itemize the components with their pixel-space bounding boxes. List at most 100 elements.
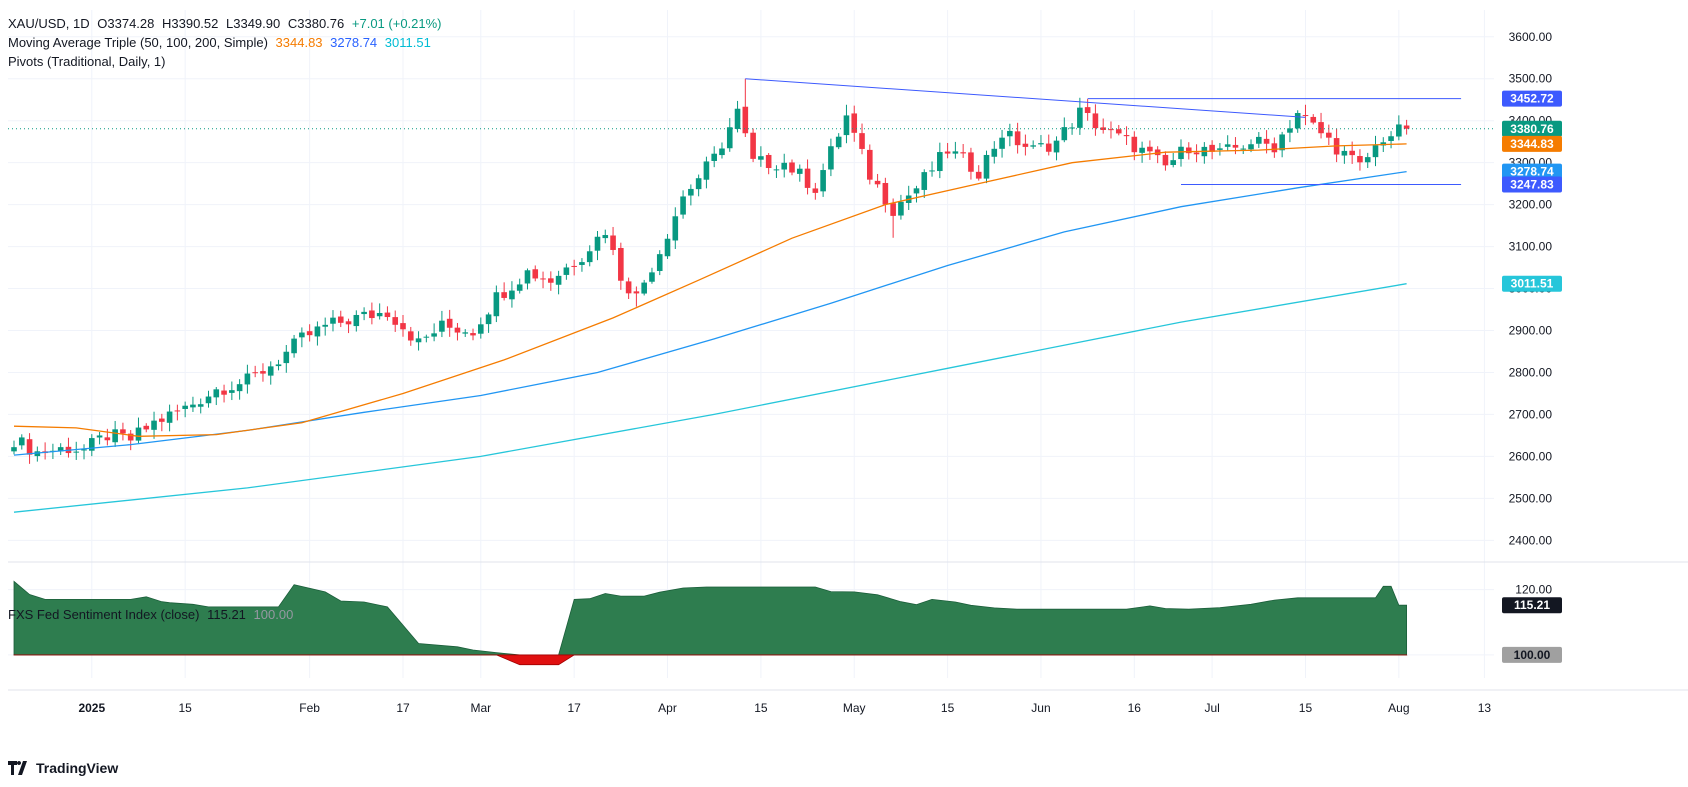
candle-up (758, 156, 764, 160)
candle-down (1022, 143, 1029, 147)
y-tick-label: 3500.00 (1509, 72, 1553, 86)
candle-up (1038, 143, 1044, 145)
price-label-text: 3011.51 (1511, 277, 1554, 291)
candle-down (1123, 135, 1130, 137)
close-value: C3380.76 (287, 16, 345, 31)
candle-down (1263, 138, 1270, 144)
candle-down (874, 180, 881, 185)
candle-up (197, 404, 204, 407)
candle-up (773, 169, 780, 171)
candle-up (73, 451, 80, 453)
candle-down (174, 410, 181, 412)
ma100-value: 3278.74 (330, 35, 378, 50)
x-tick-label: Aug (1388, 701, 1409, 715)
x-tick-label: Mar (470, 701, 491, 715)
candle-up (229, 390, 235, 393)
candle-up (602, 235, 609, 239)
candle-up (415, 338, 422, 343)
candle-down (618, 247, 624, 281)
candle-down (501, 292, 507, 298)
candle-down (1162, 154, 1169, 166)
candle-up (828, 146, 834, 170)
sentiment-baseline-text: 100.00 (1514, 648, 1551, 662)
candle-up (493, 292, 500, 317)
candle-up (734, 108, 741, 129)
candle-up (1030, 145, 1036, 147)
trendline (745, 78, 1306, 118)
candle-down (260, 371, 266, 374)
open-value: O3374.28 (97, 16, 155, 31)
x-tick-label: 16 (1128, 701, 1142, 715)
ma50-line (13, 143, 1407, 437)
candle-up (641, 282, 647, 294)
candle-up (680, 196, 686, 215)
candle-up (952, 151, 959, 154)
candle-down (407, 331, 414, 341)
candle-up (18, 437, 25, 446)
candle-down (765, 154, 772, 169)
symbol-legend: XAU/USD, 1D O3374.28 H3390.52 L3349.90 C… (8, 15, 446, 33)
candle-up (1256, 136, 1262, 144)
candle-up (1224, 144, 1231, 147)
candles-group (11, 78, 1410, 464)
price-label-text: 3247.83 (1510, 178, 1554, 192)
candle-down (159, 418, 165, 422)
candle-down (750, 132, 756, 159)
symbol-label: XAU/USD, 1D (8, 16, 90, 31)
candle-down (1271, 143, 1278, 153)
candle-down (1108, 129, 1114, 131)
candle-up (485, 314, 492, 325)
candle-down (1014, 131, 1021, 146)
candle-up (267, 366, 274, 376)
candle-up (1170, 160, 1177, 165)
candle-down (400, 323, 406, 330)
candle-up (1178, 146, 1184, 160)
sentiment-label: FXS Fed Sentiment Index (close) (8, 607, 200, 622)
candle-down (804, 168, 811, 188)
price-label-pivot (1502, 90, 1562, 107)
candle-up (1380, 142, 1387, 146)
candle-down (143, 425, 150, 430)
candle-up (586, 251, 593, 263)
candle-up (314, 326, 321, 337)
candle-up (376, 312, 383, 317)
candle-down (306, 331, 313, 336)
sentiment-value-label (1502, 597, 1562, 614)
candle-up (431, 333, 437, 337)
candle-up (579, 262, 585, 265)
price-label-text: 3344.83 (1510, 137, 1554, 151)
candle-up (423, 336, 430, 338)
candle-up (353, 314, 360, 327)
candle-up (509, 290, 515, 300)
tradingview-footer[interactable]: TradingView (8, 760, 118, 776)
price-label-text: 3278.74 (1510, 165, 1554, 179)
y-tick-label: 2400.00 (1509, 533, 1553, 547)
candle-up (524, 270, 531, 284)
ma100-line (13, 170, 1407, 456)
candle-down (540, 278, 546, 280)
candle-down (392, 317, 399, 325)
candle-down (968, 152, 974, 172)
candle-up (929, 170, 935, 172)
x-tick-label: Jun (1031, 701, 1050, 715)
candle-up (89, 438, 95, 451)
candle-down (470, 333, 476, 336)
candle-up (1294, 113, 1301, 129)
candle-down (1310, 116, 1317, 123)
y-tick-label: 3200.00 (1509, 198, 1553, 212)
x-tick-label: May (843, 701, 866, 715)
price-label-pivot (1502, 176, 1562, 193)
candle-up (656, 254, 663, 271)
sentiment-value-text: 115.21 (1514, 598, 1550, 612)
candle-up (190, 404, 196, 408)
x-tick-label: 15 (754, 701, 768, 715)
candle-up (1364, 157, 1371, 163)
candle-down (127, 433, 134, 441)
candle-up (991, 148, 998, 157)
candle-up (205, 396, 212, 404)
candle-up (299, 332, 305, 338)
candle-down (1092, 113, 1099, 129)
ma-legend: Moving Average Triple (50, 100, 200, Sim… (8, 34, 435, 52)
candle-up (478, 324, 484, 334)
